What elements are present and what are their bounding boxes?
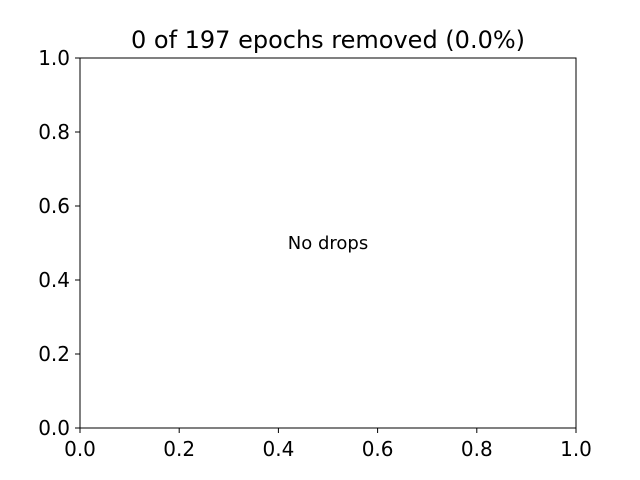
x-axis: 0.0 0.2 0.4 0.6 0.8 1.0 bbox=[64, 428, 592, 461]
y-tick-label: 0.2 bbox=[38, 342, 70, 366]
y-tick-label: 0.0 bbox=[38, 416, 70, 440]
x-tick-label: 0.0 bbox=[64, 437, 96, 461]
x-tick-label: 0.6 bbox=[362, 437, 394, 461]
y-axis: 0.0 0.2 0.4 0.6 0.8 1.0 bbox=[38, 46, 80, 440]
chart-title: 0 of 197 epochs removed (0.0%) bbox=[131, 26, 525, 54]
y-tick-label: 1.0 bbox=[38, 46, 70, 70]
annotations-layer: No drops bbox=[288, 233, 368, 254]
annotation-no-drops: No drops bbox=[288, 233, 368, 254]
x-tick-label: 0.2 bbox=[163, 437, 195, 461]
plot-area-frame bbox=[79, 57, 577, 429]
x-tick-label: 1.0 bbox=[560, 437, 592, 461]
y-tick-label: 0.8 bbox=[38, 120, 70, 144]
x-tick-label: 0.4 bbox=[262, 437, 294, 461]
y-tick-label: 0.4 bbox=[38, 268, 70, 292]
axes: 0.0 0.2 0.4 0.6 0.8 1.0 0.0 0.2 0.4 0.6 0.8 1.0 No… bbox=[38, 46, 592, 461]
x-tick-label: 0.8 bbox=[461, 437, 493, 461]
y-tick-label: 0.6 bbox=[38, 194, 70, 218]
